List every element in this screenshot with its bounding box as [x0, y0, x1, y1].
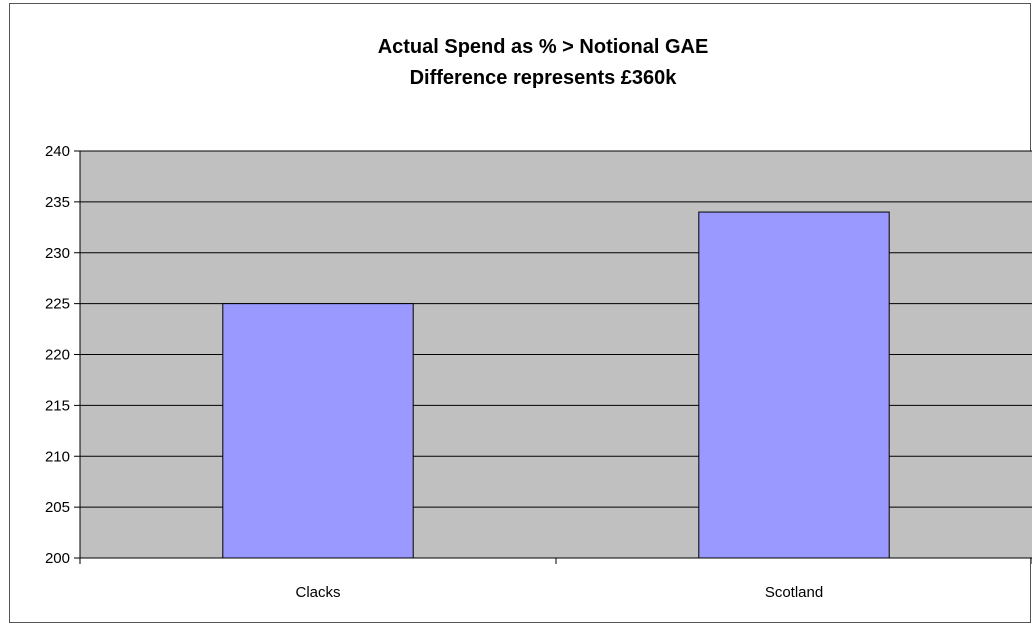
- bars: [222, 211, 890, 559]
- bar-clacks: [222, 303, 414, 559]
- y-tick-label: 215: [45, 397, 70, 414]
- bar-scotland: [698, 211, 890, 559]
- y-tick-label: 240: [45, 143, 70, 160]
- y-tick-label: 220: [45, 347, 70, 364]
- x-category-label: Clacks: [295, 584, 340, 601]
- y-tick-label: 205: [45, 499, 70, 516]
- chart-title-line-1: Actual Spend as % > Notional GAE: [378, 36, 709, 58]
- bar-chart: Actual Spend as % > Notional GAE Differe…: [45, 36, 1032, 601]
- y-tick-label: 210: [45, 448, 70, 465]
- x-category-label: Scotland: [765, 584, 823, 601]
- y-tick-label: 235: [45, 194, 70, 211]
- axes: 200 205 210 215 220 225 230 235 240 Clacks Scotlan…: [45, 143, 1032, 601]
- chart-title-line-2: Difference represents £360k: [410, 67, 678, 89]
- y-tick-label: 230: [45, 245, 70, 262]
- chart-frame: Actual Spend as % > Notional GAE Differe…: [9, 3, 1032, 623]
- y-tick-label: 200: [45, 550, 70, 567]
- y-tick-label: 225: [45, 296, 70, 313]
